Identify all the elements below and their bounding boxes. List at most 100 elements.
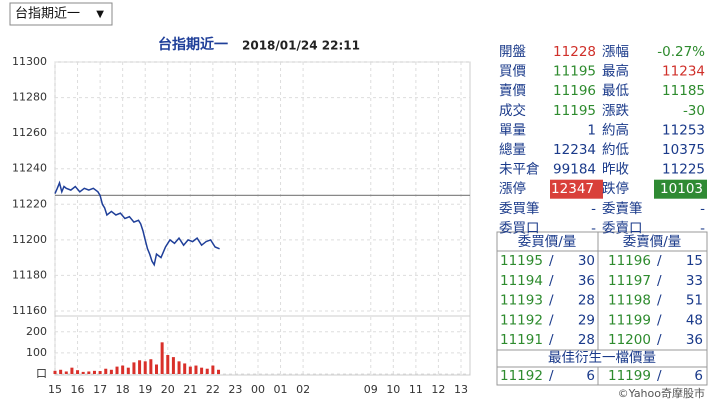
volume-bar (104, 368, 108, 374)
quote-label: 跌停 (602, 180, 629, 197)
volume-bar (87, 371, 91, 374)
quote-label: 開盤 (499, 44, 527, 60)
dropdown[interactable] (9, 2, 113, 26)
y-tick-label: 100 (26, 346, 47, 359)
dropdown-label[interactable]: 台指期近一 (15, 7, 80, 22)
y-tick-label: 11300 (12, 55, 47, 68)
quote-value: 11234 (662, 64, 705, 80)
volume-bar (200, 367, 204, 374)
x-tick-label: 09 (364, 383, 378, 396)
y-tick-label: 口 (36, 367, 47, 380)
y-tick-label: 11180 (12, 268, 47, 281)
order-separator: / (657, 332, 662, 348)
order-book-header: 最佳衍生一檔價量 (548, 350, 656, 366)
order-book-header: 委買價/量 (518, 234, 577, 250)
volume-bar (211, 365, 215, 374)
order-price: 11191 (500, 332, 543, 348)
quote-label: 單量 (499, 122, 526, 138)
volume-bar (205, 368, 209, 374)
quote-value: - (591, 201, 596, 217)
y-tick-label: 11200 (12, 233, 47, 246)
volume-bar (64, 371, 68, 374)
quote-value: 11195 (553, 64, 596, 80)
y-tick-label: 11160 (12, 304, 47, 317)
order-book-header: 委賣價/量 (623, 234, 682, 250)
x-tick-label: 16 (71, 383, 85, 396)
order-volume: 29 (578, 312, 595, 328)
quote-label: 昨收 (602, 162, 630, 178)
order-volume: 51 (686, 293, 703, 309)
y-tick-label: 11240 (12, 162, 47, 175)
y-tick-label: 11220 (12, 197, 47, 210)
x-tick-label: 21 (183, 383, 197, 396)
order-price: 11200 (608, 332, 651, 348)
order-volume: 30 (578, 253, 595, 269)
price-line (54, 180, 220, 267)
x-tick-label: 17 (93, 383, 107, 396)
order-volume: 6 (694, 368, 703, 384)
quote-label: 最高 (602, 63, 629, 80)
order-price: 11198 (608, 293, 651, 309)
volume-bar (76, 370, 80, 374)
quote-label: 委賣口 (602, 220, 643, 236)
limit-badge (550, 179, 603, 199)
quote-value: -30 (683, 103, 705, 119)
x-tick-label: 01 (274, 383, 288, 396)
volume-bar (194, 365, 198, 374)
dropdown-arrow[interactable]: ▼ (96, 9, 104, 20)
volume-bar (154, 364, 158, 374)
limit-badge (654, 179, 707, 199)
quote-label: 成交 (499, 102, 526, 119)
x-tick-label: 20 (161, 383, 175, 396)
x-tick-label: 00 (251, 383, 265, 396)
order-volume: 6 (586, 368, 595, 384)
quote-label: 委買筆 (499, 201, 540, 217)
x-tick-label: 10 (386, 383, 400, 396)
chart-subtitle: 2018/01/24 22:11 (242, 39, 360, 53)
order-volume: 15 (686, 253, 703, 269)
volume-bar (70, 367, 74, 374)
x-tick-label: 12 (431, 383, 445, 396)
order-price: 11193 (500, 293, 543, 309)
volume-bar (115, 366, 119, 374)
volume-bar (177, 361, 181, 374)
quote-label: 未平倉 (499, 162, 540, 178)
volume-bar (98, 371, 102, 374)
quote-value: 12347 (551, 181, 594, 197)
x-tick-label: 22 (206, 383, 220, 396)
order-price: 11192 (500, 368, 543, 384)
order-volume: 36 (578, 273, 595, 289)
volume-bar (143, 361, 147, 374)
volume-bar (166, 355, 170, 374)
volume-bar (160, 342, 164, 374)
volume-bar (121, 365, 125, 374)
x-tick-label: 11 (409, 383, 423, 396)
quote-label: 漲停 (499, 180, 526, 197)
quote-value: 10103 (660, 181, 703, 197)
order-price: 11192 (500, 312, 543, 328)
volume-bar (53, 370, 57, 374)
order-separator: / (657, 273, 662, 289)
footer: ©Yahoo奇摩股市 (618, 386, 705, 400)
quote-value: 12234 (553, 142, 596, 158)
volume-bar (59, 369, 63, 374)
quote-value: 1 (587, 122, 596, 138)
order-separator: / (549, 332, 554, 348)
order-separator: / (549, 312, 554, 328)
quote-value: 11196 (553, 83, 596, 99)
volume-bar (188, 366, 192, 374)
y-tick-label: 11280 (12, 91, 47, 104)
order-volume: 33 (686, 273, 703, 289)
quote-label: 委賣筆 (602, 201, 643, 217)
quote-value: - (700, 201, 705, 217)
quote-label: 漲跌 (602, 103, 630, 119)
volume-bar (81, 371, 85, 374)
order-price: 11199 (608, 312, 651, 328)
quote-label: 賣價 (499, 83, 527, 99)
volume-bar (109, 369, 113, 374)
quote-value: 11228 (553, 44, 596, 60)
order-price: 11199 (608, 368, 651, 384)
order-separator: / (657, 312, 662, 328)
order-separator: / (549, 368, 554, 384)
